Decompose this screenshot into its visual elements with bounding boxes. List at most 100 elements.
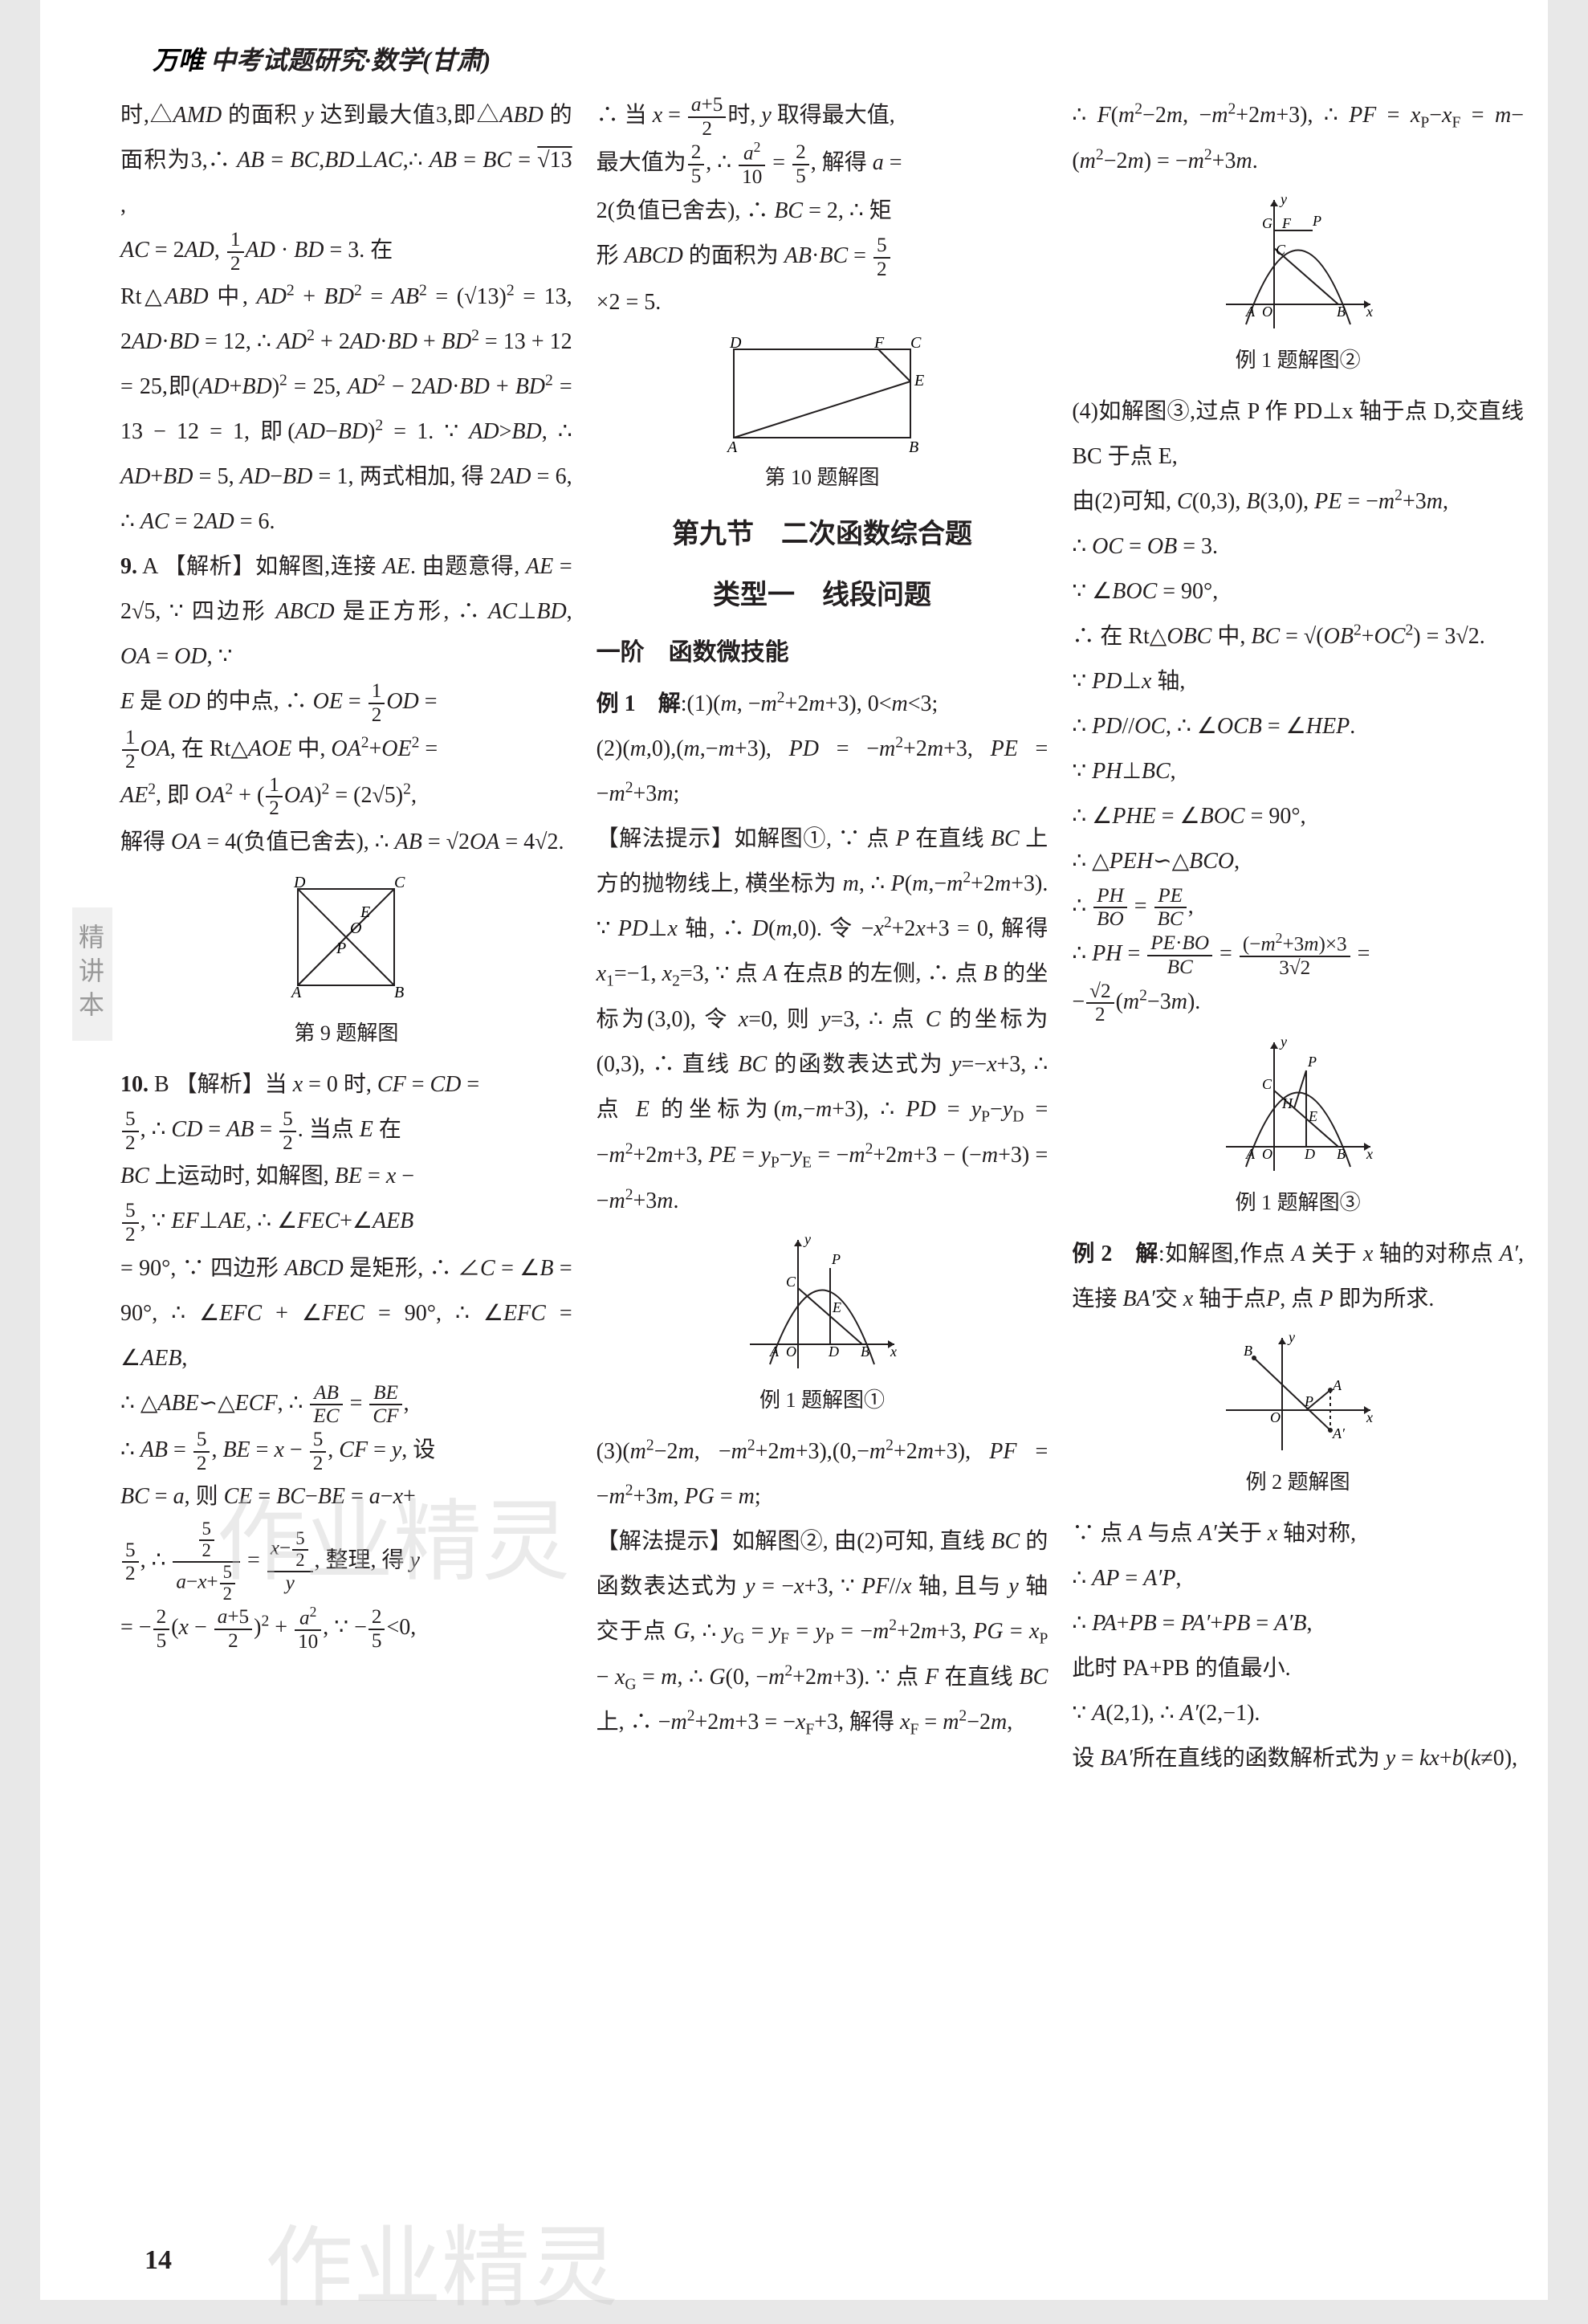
svg-text:y: y — [1287, 1330, 1295, 1345]
q10-i: = −25(x − a+52)2 + a210, ∵ −25<0, — [120, 1604, 572, 1653]
q9-b: E 是 OD 的中点, ∴ OE = 12OD = — [120, 679, 572, 726]
type-title: 类型一 线段问题 — [597, 568, 1048, 622]
svg-text:x: x — [1366, 1409, 1373, 1425]
q9-d: AE2, 即 OA2 + (12OA)2 = (2√5)2, — [120, 773, 572, 820]
ex1-hint: 【解法提示】如解图①, ∵ 点 P 在直线 BC 上方的抛物线上, 横坐标为 m… — [597, 817, 1048, 1223]
column-1: 时,△AMD 的面积 y 达到最大值3,即△ABD 的面积为3,∴ AB = B… — [120, 93, 572, 2181]
svg-text:A: A — [1245, 304, 1256, 320]
svg-text:E: E — [1308, 1108, 1317, 1124]
fig-ex2-caption: 例 2 题解图 — [1072, 1462, 1524, 1503]
svg-text:P: P — [336, 940, 346, 957]
ex2-head: 例 2 解:如解图,作点 A 关于 x 轴的对称点 A′, 连接 BA′交 x … — [1072, 1232, 1524, 1322]
svg-text:E: E — [914, 372, 924, 389]
fig10-svg: D F C E A B — [718, 333, 926, 454]
fig-ex13-caption: 例 1 题解图③ — [1072, 1182, 1524, 1224]
c3-p2: (4)如解图③,过点 P 作 PD⊥x 轴于点 D,交直线 BC 于点 E, — [1072, 389, 1524, 479]
svg-text:O: O — [786, 1343, 796, 1360]
svg-text:A: A — [726, 438, 738, 454]
ex2-label: 例 2 — [1072, 1242, 1112, 1266]
svg-text:O: O — [350, 919, 361, 937]
svg-text:x: x — [890, 1343, 897, 1360]
header-title: 中考试题研究·数学(甘肃) — [210, 46, 491, 75]
svg-text:B: B — [394, 984, 404, 1001]
q10-e: ∴ △ABE∽△ECF, ∴ ABEC = BECF, — [120, 1381, 572, 1428]
ex1-label: 例 1 — [597, 691, 636, 716]
svg-text:F: F — [1281, 215, 1292, 231]
svg-text:A′: A′ — [1332, 1425, 1346, 1441]
svg-text:G: G — [1262, 215, 1272, 231]
figure-q9: D C A B O E P 第 9 题解图 — [120, 873, 572, 1054]
q10-num: 10. — [120, 1072, 149, 1097]
svg-text:D: D — [1304, 1146, 1315, 1162]
c3-p1: ∴ F(m2−2m, −m2+2m+3), ∴ PF = xP−xF = m−(… — [1072, 93, 1524, 184]
c2-p2: 最大值为25, ∴ a210 = 25, 解得 a = — [597, 140, 1048, 189]
fig-ex13-svg: A B C P E H O D x y — [1218, 1034, 1378, 1179]
c3-p7: ∵ PD⊥x 轴, — [1072, 659, 1524, 704]
figure-ex1-3: A B C P E H O D x y 例 1 题解图③ — [1072, 1034, 1524, 1224]
fig9-caption: 第 9 题解图 — [120, 1013, 572, 1054]
column-3: ∴ F(m2−2m, −m2+2m+3), ∴ PF = xP−xF = m−(… — [1072, 93, 1524, 2181]
svg-text:P: P — [1307, 1054, 1317, 1070]
c3-p12: ∴ PHBO = PEBC, — [1072, 884, 1524, 931]
side-tab: 精讲本 — [72, 907, 112, 1041]
svg-text:x: x — [1366, 1146, 1373, 1162]
watermark-2: 作业精灵 — [265, 2196, 618, 2324]
ex1-hint2: 【解法提示】如解图②, 由(2)可知, 直线 BC 的函数表达式为 y = −x… — [597, 1519, 1048, 1746]
svg-text:D: D — [293, 874, 306, 891]
c1-p2: AC = 2AD, 12AD · BD = 3. 在 — [120, 228, 572, 275]
ex1-p3: (3)(m2−2m, −m2+2m+3),(0,−m2+2m+3), PF = … — [597, 1429, 1048, 1519]
svg-text:B: B — [909, 438, 918, 454]
q10-f: ∴ AB = 52, BE = x − 52, CF = y, 设 — [120, 1428, 572, 1474]
c2-p3: 2(负值已舍去), ∴ BC = 2, ∴ 矩 — [597, 189, 1048, 234]
svg-text:O: O — [1270, 1409, 1281, 1425]
c3-p4: ∴ OC = OB = 3. — [1072, 524, 1524, 569]
q10-d: = 90°, ∵ 四边形 ABCD 是矩形, ∴ ∠C = ∠B = 90°, … — [120, 1246, 572, 1381]
svg-text:C: C — [1262, 1076, 1272, 1092]
ex1-head: 例 1 解:(1)(m, −m2+2m+3), 0<m<3; — [597, 682, 1048, 727]
c3-p19: ∵ A(2,1), ∴ A′(2,−1). — [1072, 1691, 1524, 1736]
svg-text:y: y — [1279, 1034, 1287, 1050]
q10-c: 52, ∵ EF⊥AE, ∴ ∠FEC+∠AEB — [120, 1199, 572, 1246]
c3-p18: 此时 PA+PB 的值最小. — [1072, 1646, 1524, 1691]
fig-ex2-svg: A A′ B O P x y — [1218, 1330, 1378, 1458]
c3-p17: ∴ PA+PB = PA′+PB = A′B, — [1072, 1601, 1524, 1646]
c3-p9: ∵ PH⊥BC, — [1072, 749, 1524, 794]
c3-p20: 设 BA′所在直线的函数解析式为 y = kx+b(k≠0), — [1072, 1736, 1524, 1781]
figure-ex1-1: A B C P E O D x y 例 1 题解图① — [597, 1232, 1048, 1421]
c3-p10: ∴ ∠PHE = ∠BOC = 90°, — [1072, 794, 1524, 839]
fig-ex11-caption: 例 1 题解图① — [597, 1380, 1048, 1421]
svg-text:P: P — [1312, 213, 1321, 229]
svg-text:y: y — [803, 1232, 811, 1247]
q10-h: 52, ∴ 52a−x+52 = x−52y, 整理, 得 y — [120, 1519, 572, 1604]
c1-p1: 时,△AMD 的面积 y 达到最大值3,即△ABD 的面积为3,∴ AB = B… — [120, 93, 572, 228]
q10-g: BC = a, 则 CE = BC−BE = a−x+ — [120, 1474, 572, 1519]
svg-text:C: C — [910, 334, 922, 352]
q10-b: BC 上运动时, 如解图, BE = x − — [120, 1154, 572, 1199]
stage-title: 一阶 函数微技能 — [597, 629, 1048, 677]
c3-p11: ∴ △PEH∽△BCO, — [1072, 839, 1524, 884]
svg-text:E: E — [360, 903, 370, 921]
page-number: 14 — [145, 2245, 172, 2276]
q9-e: 解得 OA = 4(负值已舍去), ∴ AB = √2OA = 4√2. — [120, 820, 572, 865]
svg-text:P: P — [831, 1251, 841, 1267]
svg-text:y: y — [1279, 192, 1287, 207]
q9-num: 9. — [120, 554, 137, 579]
c2-p4: 形 ABCD 的面积为 AB·BC = 52 — [597, 234, 1048, 280]
ex1-p2: (2)(m,0),(m,−m+3), PD = −m2+2m+3, PE = −… — [597, 727, 1048, 817]
c1-p3: Rt△ABD 中, AD2 + BD2 = AB2 = (√13)2 = 13,… — [120, 275, 572, 544]
fig-ex12-svg: A B C G F P O x y — [1218, 192, 1378, 336]
svg-text:A: A — [290, 984, 302, 1001]
svg-text:O: O — [1262, 1146, 1272, 1162]
fig-ex11-svg: A B C P E O D x y — [742, 1232, 902, 1376]
c3-p8: ∴ PD//OC, ∴ ∠OCB = ∠HEP. — [1072, 704, 1524, 749]
column-2: ∴ 当 x = a+52时, y 取得最大值, 最大值为25, ∴ a210 =… — [597, 93, 1048, 2181]
svg-text:B: B — [1244, 1343, 1252, 1359]
svg-text:B: B — [1337, 304, 1346, 320]
c3-p6: ∴ 在 Rt△OBC 中, BC = √(OB2+OC2) = 3√2. — [1072, 614, 1524, 659]
svg-text:A: A — [1332, 1377, 1342, 1393]
svg-text:D: D — [828, 1343, 839, 1360]
figure-ex1-2: A B C G F P O x y 例 1 题解图② — [1072, 192, 1524, 381]
svg-text:B: B — [861, 1343, 869, 1360]
q10-a: 52, ∴ CD = AB = 52. 当点 E 在 — [120, 1107, 572, 1154]
svg-text:P: P — [1304, 1393, 1313, 1409]
